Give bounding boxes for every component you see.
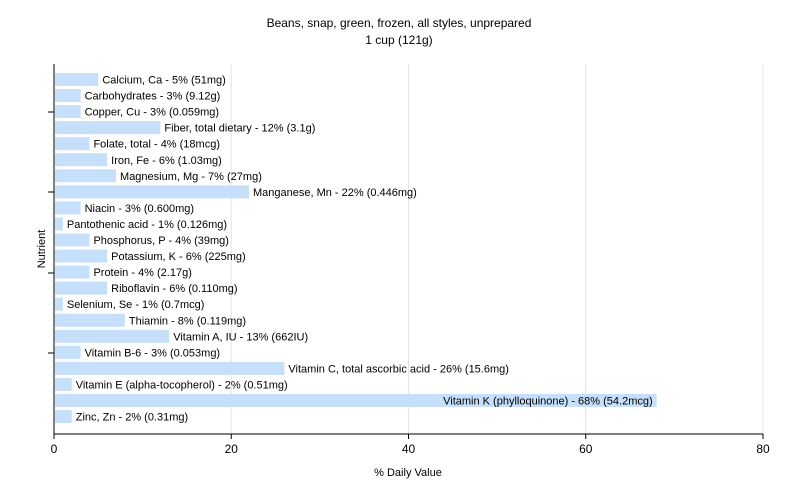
grid-lines [230,64,764,434]
bar [55,297,63,311]
bar-label: Protein - 4% (2.17g) [93,267,191,279]
x-tick-label: 40 [402,442,416,456]
bar [55,265,90,279]
bar-label: Vitamin E (alpha-tocopherol) - 2% (0.51m… [76,379,288,391]
bar-label: Vitamin C, total ascorbic acid - 26% (15… [288,363,509,375]
bar [55,105,81,119]
chart-title: Beans, snap, green, frozen, all styles, … [267,16,532,30]
bar [55,121,161,135]
bar [55,169,117,183]
bar [55,410,72,424]
bar [55,233,90,247]
bar [55,201,81,215]
bar-label: Calcium, Ca - 5% (51mg) [102,75,225,87]
x-tick-label: 20 [225,442,239,456]
bar [55,345,81,359]
bar-label: Carbohydrates - 3% (9.12g) [85,91,221,103]
bar [55,137,90,151]
bar [55,249,108,263]
bar-label: Riboflavin - 6% (0.110mg) [111,283,237,295]
bar [55,377,72,391]
bar-label: Selenium, Se - 1% (0.7mcg) [67,299,205,311]
bar-label: Niacin - 3% (0.600mg) [85,203,194,215]
bar-label: Phosphorus, P - 4% (39mg) [93,235,229,247]
bar [55,185,249,199]
bar [55,329,170,343]
bar [55,153,108,167]
x-tick-label: 80 [756,442,770,456]
bar [55,394,657,407]
bar [55,73,99,86]
bar [55,89,81,103]
bar-label: Pantothenic acid - 1% (0.126mg) [67,219,227,231]
y-axis-label: Nutrient [36,230,48,269]
axes-group: 0 20 40 60 80 [48,64,770,456]
bar-label: Vitamin B-6 - 3% (0.053mg) [85,347,221,359]
bar-label: Potassium, K - 6% (225mg) [111,251,246,263]
x-tick-label: 0 [51,442,58,456]
bar-label: Folate, total - 4% (18mcg) [93,139,220,151]
bar-label: Fiber, total dietary - 12% (3.1g) [164,123,315,135]
chart-subtitle: 1 cup (121g) [365,33,432,47]
bar-label: Vitamin A, IU - 13% (662IU) [173,331,308,343]
bar-label: Zinc, Zn - 2% (0.31mg) [76,412,188,424]
bars-group: Calcium, Ca - 5% (51mg) Carbohydrates - 3… [55,73,657,424]
bar [55,217,63,231]
x-axis-label: % Daily Value [374,467,442,479]
bar-label: Thiamin - 8% (0.119mg) [129,315,246,327]
bar-label: Copper, Cu - 3% (0.059mg) [85,107,220,119]
bar [55,361,285,375]
bar [55,313,125,327]
bar-label: Vitamin K (phylloquinone) - 68% (54.2mcg… [443,396,653,408]
x-tick-label: 60 [579,442,593,456]
bar [55,281,108,295]
bar-label: Iron, Fe - 6% (1.03mg) [111,155,222,167]
bar-label: Magnesium, Mg - 7% (27mg) [120,171,262,183]
bar-label: Manganese, Mn - 22% (0.446mg) [253,187,417,199]
